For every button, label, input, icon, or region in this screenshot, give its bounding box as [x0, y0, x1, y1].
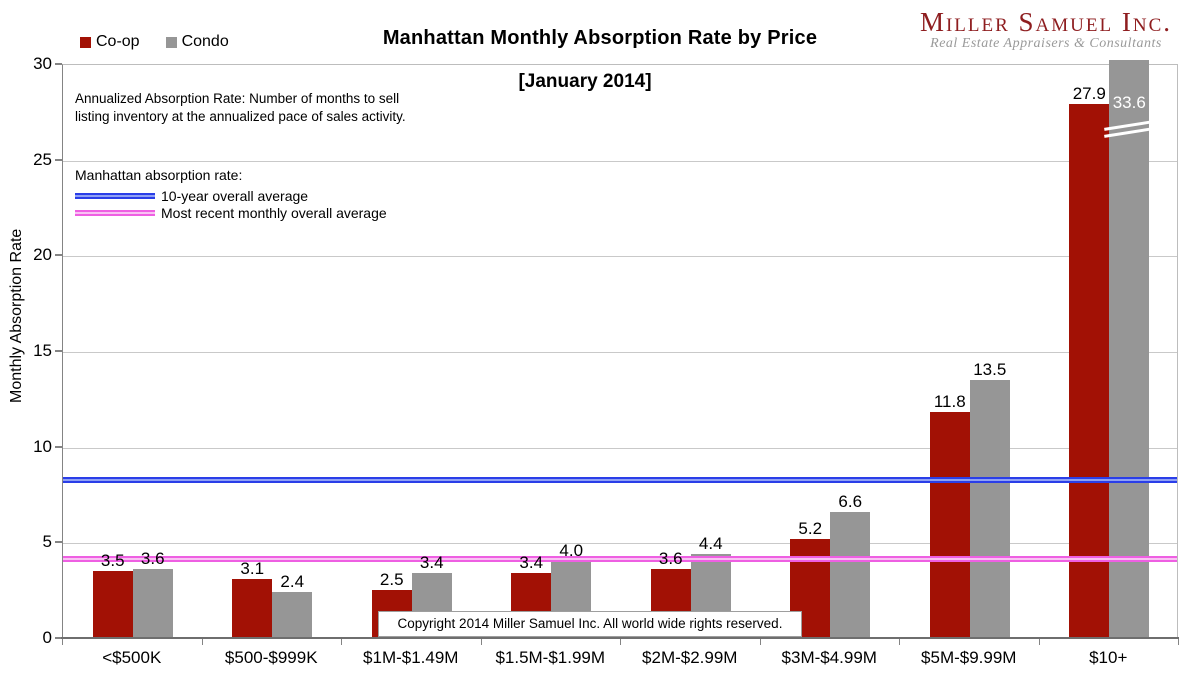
x-tick-label: $500-$999K	[224, 648, 318, 667]
chart-subtitle: [January 2014]	[518, 71, 652, 92]
y-tick-label-25: 25	[33, 149, 52, 169]
bar-condo-6	[969, 379, 1010, 638]
gridline-25	[63, 160, 1177, 162]
bar-condo-5	[830, 511, 871, 638]
bar-co-op-1	[232, 578, 273, 638]
bar-value-label: 27.9	[1072, 84, 1106, 104]
copyright-notice: Copyright 2014 Miller Samuel Inc. All wo…	[378, 611, 802, 637]
x-tick-mark-7	[1038, 639, 1040, 645]
bar-co-op-7	[1069, 104, 1110, 638]
definition-note: Annualized Absorption Rate: Number of mo…	[75, 91, 406, 124]
legend-label-condo: Condo	[181, 33, 229, 50]
y-tick-mark-20	[55, 254, 62, 257]
x-tick-mark-3	[480, 639, 482, 645]
plot-area: 3.5 3.1 2.5 3.4 3.6 5.2 11.8 27.9 3.6 2.4 3.4 4.0 4.…	[62, 60, 1178, 638]
bar-value-label: 2.5	[379, 570, 404, 590]
x-tick-mark-6	[899, 639, 900, 645]
reference-legend-heading: Manhattan absorption rate:	[75, 167, 243, 183]
x-tick-label: $5M-$9.99M	[921, 648, 1017, 667]
y-tick-label-30: 30	[33, 54, 52, 73]
y-tick-mark-15	[55, 350, 62, 352]
x-tick-mark-5	[759, 639, 761, 645]
condo-color-swatch	[165, 36, 177, 48]
bar-value-label: 4.0	[559, 541, 584, 561]
chart-title: Manhattan Monthly Absorption Rate by Pri…	[382, 27, 818, 49]
y-tick-label-5: 5	[42, 532, 52, 552]
x-tick-label: $1.5M-$1.99M	[495, 648, 606, 667]
bar-value-label: 2.4	[280, 572, 305, 592]
magenta-line-sample	[75, 209, 155, 216]
x-tick-mark-8	[1178, 639, 1179, 645]
bar-value-label: 3.1	[240, 558, 265, 578]
x-tick-label: $3M-$4.99M	[781, 648, 877, 667]
coop-color-swatch	[80, 36, 91, 48]
bar-value-label: 3.4	[519, 552, 544, 572]
x-axis-labels: <$500K $500-$999K $1M-$1.49M $1.5M-$1.99M $2…	[62, 648, 1178, 668]
bar-co-op-0	[92, 571, 133, 638]
gridline-5	[63, 543, 1177, 545]
y-tick-mark-30	[55, 63, 62, 65]
reference-line-0	[63, 477, 1177, 484]
x-tick-label: $10+	[1089, 648, 1128, 667]
x-tick-label: $1M-$1.49M	[363, 648, 459, 667]
bar-value-label: 6.6	[838, 491, 863, 511]
x-tick-mark-0	[62, 639, 63, 645]
reference-legend-row-10yr: 10-year overall average	[75, 187, 387, 204]
y-tick-label-15: 15	[33, 341, 52, 360]
bar-value-label: 5.2	[798, 518, 823, 538]
y-tick-mark-0	[55, 637, 62, 639]
y-tick-label-20: 20	[33, 245, 52, 265]
x-axis-line	[61, 637, 1179, 639]
bar-value-label: 4.4	[698, 533, 723, 553]
bar-value-label: 3.6	[140, 549, 165, 569]
x-tick-label: $2M-$2.99M	[642, 648, 738, 667]
gridline-20	[63, 256, 1177, 258]
reference-label-recent: Most recent monthly overall average	[161, 204, 387, 221]
legend-label-coop: Co-op	[96, 33, 140, 50]
reference-line-1	[63, 555, 1177, 562]
company-logo: Miller Samuel Inc. Real Estate Appraiser…	[920, 8, 1172, 52]
gridline-10	[63, 447, 1177, 449]
bar-value-label: 11.8	[933, 392, 966, 412]
y-tick-mark-5	[55, 541, 62, 544]
reference-line-legend: Manhattan absorption rate: 10-year overa…	[75, 167, 387, 221]
reference-legend-row-recent: Most recent monthly overall average	[75, 204, 387, 221]
x-tick-mark-4	[620, 639, 621, 645]
legend-item-condo: Condo	[165, 33, 229, 51]
x-tick-mark-1	[201, 639, 203, 645]
x-tick-label: <$500K	[102, 648, 162, 667]
bar-value-label: 3.4	[419, 552, 444, 572]
bar-value-label: 13.5	[973, 359, 1007, 379]
y-tick-label-10: 10	[33, 436, 52, 456]
bar-value-label: 3.5	[100, 551, 125, 571]
y-axis-title: Monthly Absorption Rate	[8, 228, 25, 404]
bar-condo-1	[272, 592, 313, 638]
bar-condo-7	[1104, 60, 1154, 638]
series-legend: Co-op Condo	[80, 33, 229, 51]
reference-label-10yr: 10-year overall average	[161, 187, 309, 204]
gridline-15	[63, 352, 1177, 353]
bar-value-label: 33.6	[1112, 93, 1146, 112]
company-tagline: Real Estate Appraisers & Consultants	[930, 36, 1162, 52]
legend-item-coop: Co-op	[80, 33, 140, 51]
y-tick-mark-25	[55, 158, 62, 161]
x-tick-mark-2	[341, 639, 342, 645]
bar-co-op-6	[929, 412, 970, 638]
y-tick-label-0: 0	[42, 628, 52, 647]
company-name: Miller Samuel Inc.	[919, 7, 1172, 37]
bar-condo-0	[132, 569, 173, 638]
blue-line-sample	[75, 192, 155, 199]
bar-value-label: 3.6	[658, 549, 683, 569]
y-tick-mark-10	[55, 445, 62, 448]
